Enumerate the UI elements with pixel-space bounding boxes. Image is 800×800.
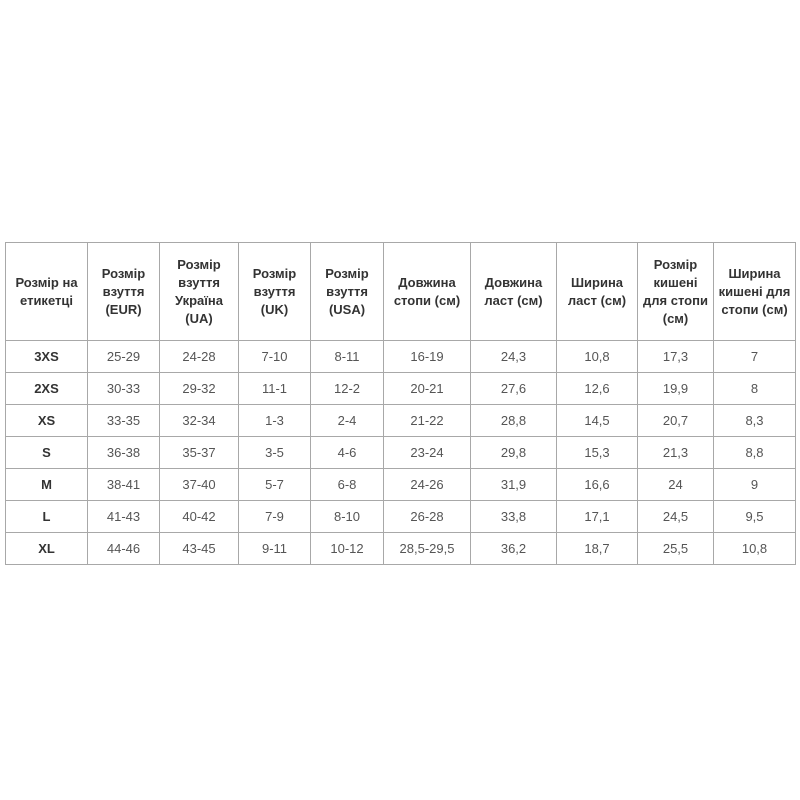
table-cell: 14,5 — [556, 404, 638, 437]
table-cell: 20,7 — [637, 404, 714, 437]
table-cell: 1-3 — [238, 404, 311, 437]
column-header: Розмір на етикетці — [5, 242, 88, 341]
table-row: XS 33-35 32-34 1-3 2-4 21-22 28,8 14,5 20,7 8,3 — [5, 404, 796, 437]
size-label-cell: M — [5, 468, 88, 501]
table-cell: 8-11 — [310, 340, 384, 373]
table-cell: 24,3 — [470, 340, 557, 373]
table-cell: 4-6 — [310, 436, 384, 469]
table-cell: 17,1 — [556, 500, 638, 533]
table-cell: 25-29 — [87, 340, 160, 373]
table-row: L 41-43 40-42 7-9 8-10 26-28 33,8 17,1 24,5 9,5 — [5, 500, 796, 533]
table-cell: 7-9 — [238, 500, 311, 533]
table-cell: 40-42 — [159, 500, 239, 533]
table-cell: 8,3 — [713, 404, 796, 437]
table-cell: 10,8 — [713, 532, 796, 565]
table-row: M 38-41 37-40 5-7 6-8 24-26 31,9 16,6 24 9 — [5, 468, 796, 501]
table-cell: 33,8 — [470, 500, 557, 533]
column-header: Ширина кишені для стопи (см) — [713, 242, 796, 341]
table-cell: 17,3 — [637, 340, 714, 373]
table-cell: 29-32 — [159, 372, 239, 405]
table-cell: 16-19 — [383, 340, 471, 373]
size-label-cell: XL — [5, 532, 88, 565]
table-cell: 37-40 — [159, 468, 239, 501]
column-header: Довжина ласт (см) — [470, 242, 557, 341]
size-label-cell: L — [5, 500, 88, 533]
table-row: S 36-38 35-37 3-5 4-6 23-24 29,8 15,3 21,3 8,8 — [5, 436, 796, 469]
table-cell: 3-5 — [238, 436, 311, 469]
table-cell: 8,8 — [713, 436, 796, 469]
table-cell: 7-10 — [238, 340, 311, 373]
table-cell: 10,8 — [556, 340, 638, 373]
table-cell: 25,5 — [637, 532, 714, 565]
size-label-cell: S — [5, 436, 88, 469]
table-cell: 29,8 — [470, 436, 557, 469]
table-cell: 24-26 — [383, 468, 471, 501]
table-cell: 12,6 — [556, 372, 638, 405]
size-label-cell: 3XS — [5, 340, 88, 373]
table-row: XL 44-46 43-45 9-11 10-12 28,5-29,5 36,2 18,7 25… — [5, 532, 796, 565]
table-cell: 9,5 — [713, 500, 796, 533]
size-label-cell: 2XS — [5, 372, 88, 405]
column-header: Розмір взуття (UK) — [238, 242, 311, 341]
column-header: Розмір взуття (USA) — [310, 242, 384, 341]
table-row: 3XS 25-29 24-28 7-10 8-11 16-19 24,3 10,8 17,3 7 — [5, 340, 796, 373]
table-cell: 8-10 — [310, 500, 384, 533]
table-cell: 28,8 — [470, 404, 557, 437]
column-header: Розмір взуття Україна (UA) — [159, 242, 239, 341]
table-cell: 19,9 — [637, 372, 714, 405]
size-label-cell: XS — [5, 404, 88, 437]
table-cell: 12-2 — [310, 372, 384, 405]
table-cell: 9 — [713, 468, 796, 501]
table-cell: 36,2 — [470, 532, 557, 565]
table-cell: 30-33 — [87, 372, 160, 405]
table-cell: 24 — [637, 468, 714, 501]
table-cell: 9-11 — [238, 532, 311, 565]
size-chart-table: Розмір на етикетці Розмір взуття (EUR) Роз… — [5, 242, 796, 565]
table-cell: 41-43 — [87, 500, 160, 533]
table-cell: 11-1 — [238, 372, 311, 405]
table-cell: 23-24 — [383, 436, 471, 469]
column-header: Розмір взуття (EUR) — [87, 242, 160, 341]
table-cell: 38-41 — [87, 468, 160, 501]
table-cell: 32-34 — [159, 404, 239, 437]
table-cell: 15,3 — [556, 436, 638, 469]
table-cell: 24,5 — [637, 500, 714, 533]
table-cell: 24-28 — [159, 340, 239, 373]
table-cell: 26-28 — [383, 500, 471, 533]
table-cell: 6-8 — [310, 468, 384, 501]
table-cell: 28,5-29,5 — [383, 532, 471, 565]
table-cell: 21-22 — [383, 404, 471, 437]
table-cell: 21,3 — [637, 436, 714, 469]
table-cell: 36-38 — [87, 436, 160, 469]
table-cell: 5-7 — [238, 468, 311, 501]
table-cell: 10-12 — [310, 532, 384, 565]
table-cell: 43-45 — [159, 532, 239, 565]
header-row: Розмір на етикетці Розмір взуття (EUR) Роз… — [5, 242, 796, 341]
table-cell: 31,9 — [470, 468, 557, 501]
table-cell: 33-35 — [87, 404, 160, 437]
table-cell: 18,7 — [556, 532, 638, 565]
table-cell: 8 — [713, 372, 796, 405]
column-header: Розмір кишені для стопи (см) — [637, 242, 714, 341]
table-cell: 2-4 — [310, 404, 384, 437]
table-cell: 7 — [713, 340, 796, 373]
table-cell: 20-21 — [383, 372, 471, 405]
table-row: 2XS 30-33 29-32 11-1 12-2 20-21 27,6 12,6 19,9 8 — [5, 372, 796, 405]
table-cell: 16,6 — [556, 468, 638, 501]
table-cell: 27,6 — [470, 372, 557, 405]
column-header: Ширина ласт (см) — [556, 242, 638, 341]
table-cell: 44-46 — [87, 532, 160, 565]
column-header: Довжина стопи (см) — [383, 242, 471, 341]
table-cell: 35-37 — [159, 436, 239, 469]
